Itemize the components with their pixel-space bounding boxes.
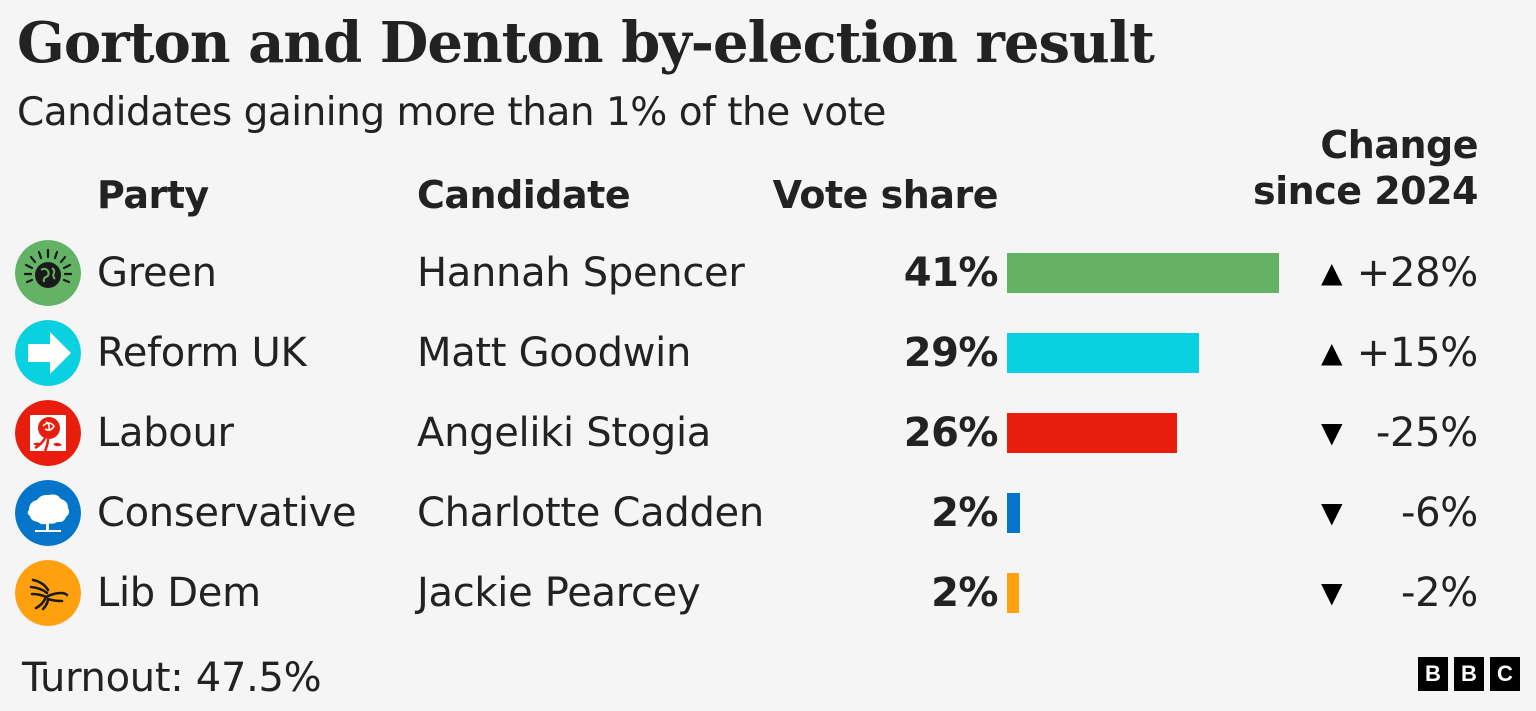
vote-share-bar: [1007, 493, 1020, 533]
arrow-down-icon: ▼: [1321, 576, 1343, 609]
change-value: +15%: [1356, 330, 1479, 376]
result-row-conservative: Conservative Charlotte Cadden 2% ▼ -6%: [0, 480, 1536, 560]
column-header-vote-share: Vote share: [772, 173, 999, 217]
candidate-name: Jackie Pearcey: [417, 570, 701, 616]
labour-logo-icon: [15, 400, 81, 466]
result-row-lib-dem: Lib Dem Jackie Pearcey 2% ▼ -2%: [0, 560, 1536, 640]
column-header-candidate: Candidate: [417, 173, 631, 217]
conservative-logo-icon: [15, 480, 81, 546]
bbc-logo-letter: C: [1490, 657, 1520, 691]
party-name: Conservative: [97, 490, 357, 536]
change-value: -6%: [1401, 490, 1478, 536]
vote-share-value: 29%: [903, 330, 999, 376]
vote-share-bar: [1007, 333, 1199, 373]
change-value: +28%: [1356, 250, 1479, 296]
vote-share-value: 41%: [903, 250, 999, 296]
vote-share-value: 2%: [931, 570, 998, 616]
column-header-change: Change since 2024: [1253, 122, 1479, 214]
party-name: Lib Dem: [97, 570, 261, 616]
arrow-up-icon: ▲: [1321, 336, 1343, 369]
chart-title: Gorton and Denton by-election result: [17, 10, 1155, 76]
arrow-down-icon: ▼: [1321, 416, 1343, 449]
candidate-name: Matt Goodwin: [417, 330, 692, 376]
vote-share-value: 2%: [931, 490, 998, 536]
bbc-logo-letter: B: [1418, 657, 1448, 691]
vote-share-value: 26%: [903, 410, 999, 456]
result-row-green: Green Hannah Spencer 41% ▲ +28%: [0, 240, 1536, 320]
candidate-name: Angeliki Stogia: [417, 410, 711, 456]
candidate-name: Hannah Spencer: [417, 250, 745, 296]
green-party-logo-icon: [15, 240, 81, 306]
vote-share-bar: [1007, 413, 1177, 453]
party-name: Labour: [97, 410, 234, 456]
column-header-party: Party: [97, 173, 209, 217]
column-header-change-line2: since 2024: [1253, 169, 1479, 213]
result-row-reform-uk: Reform UK Matt Goodwin 29% ▲ +15%: [0, 320, 1536, 400]
change-value: -25%: [1375, 410, 1478, 456]
lib-dem-logo-icon: [15, 560, 81, 626]
party-name: Green: [97, 250, 217, 296]
chart-subtitle: Candidates gaining more than 1% of the v…: [17, 90, 886, 135]
arrow-down-icon: ▼: [1321, 496, 1343, 529]
party-name: Reform UK: [97, 330, 307, 376]
arrow-up-icon: ▲: [1321, 256, 1343, 289]
turnout-label: Turnout: 47.5%: [22, 655, 322, 701]
candidate-name: Charlotte Cadden: [417, 490, 764, 536]
change-value: -2%: [1401, 570, 1478, 616]
column-header-change-line1: Change: [1320, 123, 1478, 167]
bbc-logo: B B C: [1418, 657, 1520, 691]
result-row-labour: Labour Angeliki Stogia 26% ▼ -25%: [0, 400, 1536, 480]
reform-uk-logo-icon: [15, 320, 81, 386]
bbc-logo-letter: B: [1454, 657, 1484, 691]
vote-share-bar: [1007, 253, 1279, 293]
vote-share-bar: [1007, 573, 1019, 613]
